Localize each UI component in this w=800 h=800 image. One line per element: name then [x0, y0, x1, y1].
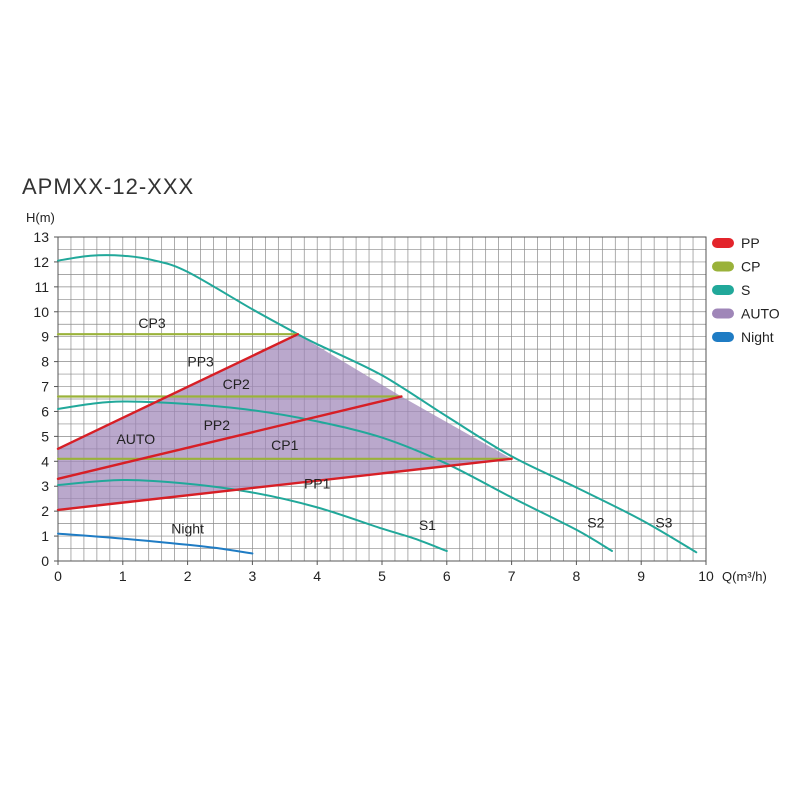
legend-label-night: Night [741, 329, 774, 345]
y-tick-label: 8 [41, 354, 49, 370]
auto-region-label: AUTO [116, 431, 155, 447]
x-tick-label: 9 [637, 568, 645, 584]
x-tick-label: 1 [119, 568, 127, 584]
legend-label-pp: PP [741, 235, 760, 251]
series-line-s3 [57, 254, 698, 554]
series-line-s1 [57, 478, 448, 552]
legend-swatch-s [712, 285, 734, 295]
y-tick-label: 4 [41, 453, 49, 469]
axes: H(m) Q(m³/h) 0 1 2 3 4 5 6 7 8 9 10012345678910111… [26, 210, 767, 584]
x-axis-label: Q(m³/h) [722, 569, 767, 584]
y-tick-label: 3 [41, 478, 49, 494]
x-tick-label: 0 [54, 568, 62, 584]
series-label-cp3: CP3 [138, 315, 165, 331]
y-tick-label: 6 [41, 404, 49, 420]
x-tick-label: 6 [443, 568, 451, 584]
series-line-night [57, 532, 254, 555]
y-tick-label: 7 [41, 379, 49, 395]
y-axis-label: H(m) [26, 210, 55, 225]
series-label-pp2: PP2 [204, 417, 231, 433]
auto-region [58, 334, 512, 510]
series-layer [56, 254, 698, 555]
series-labels: S1 S2 S3 Night PP1 PP2 PP3 CP1 CP2 CP3 AUTO [116, 315, 672, 537]
y-tick-label: 5 [41, 428, 49, 444]
x-tick-label: 3 [249, 568, 257, 584]
series-label-s2: S2 [587, 514, 604, 530]
legend-swatch-night [712, 332, 734, 342]
y-tick-label: 1 [41, 528, 49, 544]
series-label-s1: S1 [419, 517, 436, 533]
y-tick-label: 2 [41, 503, 49, 519]
x-tick-label: 2 [184, 568, 192, 584]
series-line-pp1 [56, 457, 513, 512]
y-tick-label: 9 [41, 329, 49, 345]
y-tick-label: 10 [33, 304, 49, 320]
x-tick-label: 8 [573, 568, 581, 584]
x-tick-label: 5 [378, 568, 386, 584]
series-label-pp1: PP1 [304, 476, 331, 492]
auto-region-layer [58, 334, 512, 510]
legend-swatch-pp [712, 238, 734, 248]
series-label-night: Night [171, 521, 204, 537]
series-label-cp2: CP2 [223, 376, 250, 392]
series-label-pp3: PP3 [187, 354, 214, 370]
y-tick-label: 11 [34, 279, 49, 295]
y-tick-label: 0 [41, 553, 49, 569]
legend: PP CP S AUTO Night [712, 235, 780, 345]
x-tick-label: 7 [508, 568, 516, 584]
legend-swatch-cp [712, 261, 734, 272]
legend-swatch-auto [712, 308, 734, 319]
chart-title: APMXX-12-XXX [22, 174, 195, 199]
series-line-s2 [57, 400, 613, 552]
legend-label-auto: AUTO [741, 306, 780, 322]
legend-label-cp: CP [741, 259, 760, 275]
series-line-pp2 [56, 395, 403, 480]
series-line-pp3 [56, 333, 299, 450]
legend-label-s: S [741, 282, 750, 298]
x-tick-label: 4 [313, 568, 321, 584]
x-tick-label: 10 [698, 568, 714, 584]
y-tick-label: 13 [33, 229, 49, 245]
y-tick-label: 12 [33, 254, 49, 270]
series-label-s3: S3 [655, 514, 672, 530]
series-label-cp1: CP1 [271, 437, 298, 453]
